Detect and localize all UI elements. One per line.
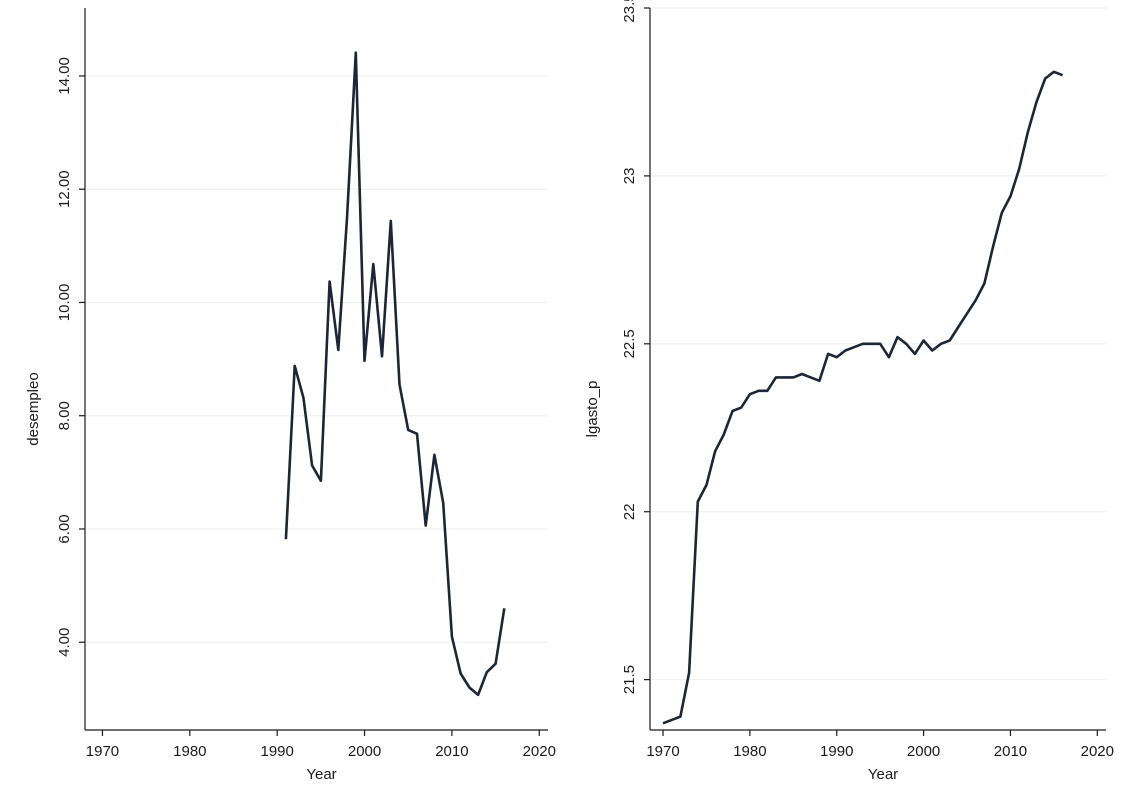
unemployment-y-axis-title: desempleo [25,372,42,445]
spending-y-tick-label: 21.5 [621,665,638,694]
unemployment-y-tick-label: 14.00 [56,57,73,95]
spending-x-tick-label: 2010 [994,743,1027,760]
spending-x-tick-label: 1970 [646,743,679,760]
unemployment-x-tick-label: 2010 [435,743,468,760]
unemployment-y-tick-label: 12.00 [56,170,73,208]
unemployment-y-tick-label: 6.00 [56,514,73,543]
unemployment-x-tick-label: 1970 [86,743,119,760]
unemployment-chart: 4.00 6.00 8.00 10.00 12.00 14.00 1970 1980 1990 2… [25,8,556,783]
spending-x-axis-title: Year [868,766,898,783]
spending-x-tick-label: 1980 [733,743,766,760]
unemployment-x-tick-label: 1980 [173,743,206,760]
spending-y-tick-label: 22 [621,503,638,520]
unemployment-y-tick-label: 10.00 [56,284,73,322]
spending-y-tick-label: 23.5 [621,0,638,23]
spending-y-axis-title: lgasto_p [584,381,601,438]
spending-series-line [662,70,1064,725]
spending-x-tick-label: 1990 [820,743,853,760]
unemployment-x-tick-label: 1990 [261,743,294,760]
unemployment-x-tick-label: 2000 [348,743,381,760]
unemployment-x-axis-title: Year [306,766,336,783]
unemployment-series-line [284,51,506,697]
spending-y-tick-label: 23 [621,168,638,185]
unemployment-y-tick-label: 8.00 [56,401,73,430]
spending-x-tick-label: 2020 [1081,743,1114,760]
spending-y-tick-label: 22.5 [621,329,638,358]
spending-x-tick-label: 2000 [907,743,940,760]
unemployment-y-tick-label: 4.00 [56,628,73,657]
unemployment-x-tick-label: 2020 [523,743,556,760]
